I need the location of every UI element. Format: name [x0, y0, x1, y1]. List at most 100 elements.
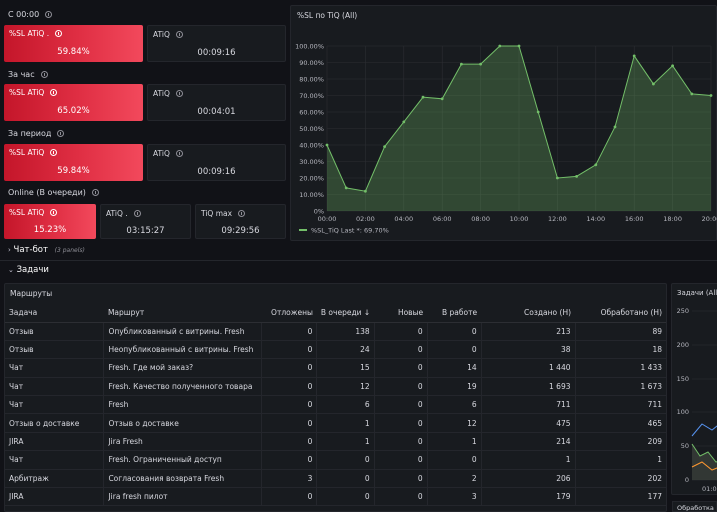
stat-atiq-hour[interactable]: ATiQ 00:04:01: [147, 84, 286, 121]
row-header-chatbot[interactable]: › Чат-бот (3 panels): [8, 245, 85, 255]
tasks-chart-title: Задачи (All: [677, 289, 717, 297]
table-cell: Fresh: [103, 395, 263, 415]
table-cell: Согласования возврата Fresh: [103, 469, 263, 489]
stat-sl-atiq-hour[interactable]: %SL ATiQ 65.02%: [4, 84, 143, 121]
y-tick-label: 40.00%: [299, 141, 324, 149]
info-icon[interactable]: [45, 11, 53, 18]
stat-value: 59.84%: [57, 166, 90, 176]
stat-atiq-online[interactable]: ATiQ . 03:15:27: [100, 204, 191, 239]
table-cell: Чат: [5, 377, 105, 397]
stat-atiq-period[interactable]: ATiQ 00:09:16: [147, 144, 286, 181]
table-cell: Fresh. Качество полученного товара: [103, 377, 263, 397]
x-tick-label: 10:00: [510, 215, 529, 223]
info-icon[interactable]: [175, 150, 183, 157]
info-icon[interactable]: [50, 89, 58, 96]
table-cell: 0: [316, 450, 375, 470]
table-cell: Отзыв о доставке: [103, 413, 263, 433]
table-cell: 0: [261, 322, 318, 341]
table-row[interactable]: Чат Fresh 0 6 0 6 711 711: [5, 395, 666, 415]
info-icon[interactable]: [50, 209, 58, 216]
stat-sl-atiq-today[interactable]: %SL ATiQ . 59.84%: [4, 25, 143, 62]
table-cell: 0: [374, 322, 428, 341]
stat-value: 03:15:27: [126, 226, 165, 236]
legend-swatch: [299, 229, 307, 231]
table-cell: 0: [261, 450, 318, 470]
table-cell: 0: [261, 487, 318, 507]
tasks-y-tick: 0: [685, 476, 689, 484]
data-point: [383, 145, 386, 149]
table-cell: 1 693: [481, 377, 576, 397]
info-icon[interactable]: [55, 30, 63, 37]
table-cell: 0: [427, 322, 482, 341]
column-header[interactable]: Обработано (Н): [575, 303, 666, 323]
row-header-tasks[interactable]: ⌄ Задачи: [8, 265, 49, 275]
column-header[interactable]: В очереди ↓: [316, 303, 375, 323]
data-point: [613, 125, 617, 129]
column-header[interactable]: В работе: [427, 303, 482, 323]
table-cell: 12: [427, 413, 482, 433]
table-row[interactable]: Отзыв о доставке Отзыв о доставке 0 1 0 12 475…: [5, 413, 666, 433]
y-tick-label: 100.00%: [295, 42, 324, 50]
table-cell: Отзыв: [5, 322, 105, 341]
tasks-area-1: [692, 444, 717, 480]
tasks-x-tick: 01:00: [702, 485, 717, 493]
table-cell: 214: [481, 432, 576, 452]
data-point: [575, 174, 578, 178]
stat-sl-atiq-online[interactable]: %SL ATiQ 15.23%: [4, 204, 96, 239]
table-cell: 0: [374, 432, 428, 452]
tasks-line-1: [691, 443, 717, 463]
chevron-right-icon: ›: [8, 246, 11, 254]
tasks-line-3: [691, 461, 717, 471]
info-icon[interactable]: [57, 130, 65, 137]
data-point: [364, 189, 367, 193]
stat-sl-atiq-period[interactable]: %SL ATiQ 59.84%: [4, 144, 143, 181]
column-header[interactable]: Создано (Н): [481, 303, 576, 323]
tasks-y-tick: 150: [677, 375, 689, 383]
data-point: [690, 92, 694, 96]
stat-atiq-today[interactable]: ATiQ 00:09:16: [147, 25, 286, 62]
column-header[interactable]: Новые: [374, 303, 428, 323]
table-row[interactable]: Чат Fresh. Где мой заказ? 0 15 0 14 1 440 1 433: [5, 358, 666, 378]
stat-value: 59.84%: [57, 47, 90, 57]
info-icon[interactable]: [91, 189, 99, 196]
table-row[interactable]: JIRA Jira Fresh 0 1 0 1 214 209: [5, 432, 666, 452]
table-cell: 1 433: [575, 358, 666, 378]
table-row[interactable]: Отзыв Опубликованный с витрины. Fresh 0 138…: [5, 322, 666, 341]
column-header[interactable]: Отложены: [261, 303, 317, 323]
info-icon[interactable]: [133, 210, 141, 217]
table-row[interactable]: Арбитраж Согласования возврата Fresh 3 0 0 2 2…: [5, 469, 666, 489]
y-tick-label: 80.00%: [299, 75, 324, 83]
chart-title: %SL по TiQ (All): [297, 11, 358, 20]
x-tick-label: 14:00: [586, 215, 605, 223]
stat-tiq-max-online[interactable]: TiQ max 09:29:56: [195, 204, 286, 239]
table-row[interactable]: JIRA Jira fresh пилот 0 0 0 3 179 177: [5, 487, 666, 507]
table-cell: 711: [575, 395, 666, 415]
x-tick-label: 08:00: [471, 215, 490, 223]
y-tick-label: 60.00%: [299, 108, 324, 116]
info-icon[interactable]: [40, 71, 48, 78]
table-cell: Отзыв: [5, 340, 105, 360]
table-cell: Fresh. Ограниченный доступ: [103, 450, 263, 470]
section-title-since-midnight: С 00:00: [8, 10, 53, 19]
info-icon[interactable]: [175, 90, 183, 97]
data-point: [536, 110, 540, 114]
info-icon[interactable]: [238, 210, 246, 217]
routes-table-panel[interactable]: Маршруты Задача Маршрут Отложены В очереди …: [4, 283, 667, 512]
section-title-online-queue: Online (В очереди): [8, 188, 99, 197]
stat-value: 09:29:56: [221, 226, 260, 236]
table-row[interactable]: Чат Fresh. Ограниченный доступ 0 0 0 0 1 1: [5, 450, 666, 470]
table-cell: Fresh. Где мой заказ?: [103, 358, 263, 378]
table-row[interactable]: Чат Fresh. Качество полученного товара 0 12…: [5, 377, 666, 397]
tasks-chart-panel[interactable]: Задачи (All 250 200 150 100 50 0 01:00: [671, 283, 717, 495]
sl-tiq-chart-panel[interactable]: %SL по TiQ (All) 0% 10.00% 20.00% 30.00% 40.…: [290, 5, 717, 241]
table-cell: 213: [481, 322, 576, 341]
tasks-chart: 250 200 150 100 50 0 01:00: [677, 307, 717, 493]
data-point: [652, 82, 655, 86]
column-header[interactable]: Задача: [5, 303, 104, 323]
table-row[interactable]: Отзыв Неопубликованный с витрины. Fresh 0 2…: [5, 340, 666, 360]
info-icon[interactable]: [50, 149, 58, 156]
column-header[interactable]: Маршрут: [103, 303, 262, 323]
info-icon[interactable]: [175, 31, 183, 38]
table-cell: 1: [316, 413, 375, 433]
table-cell: 1 673: [575, 377, 666, 397]
